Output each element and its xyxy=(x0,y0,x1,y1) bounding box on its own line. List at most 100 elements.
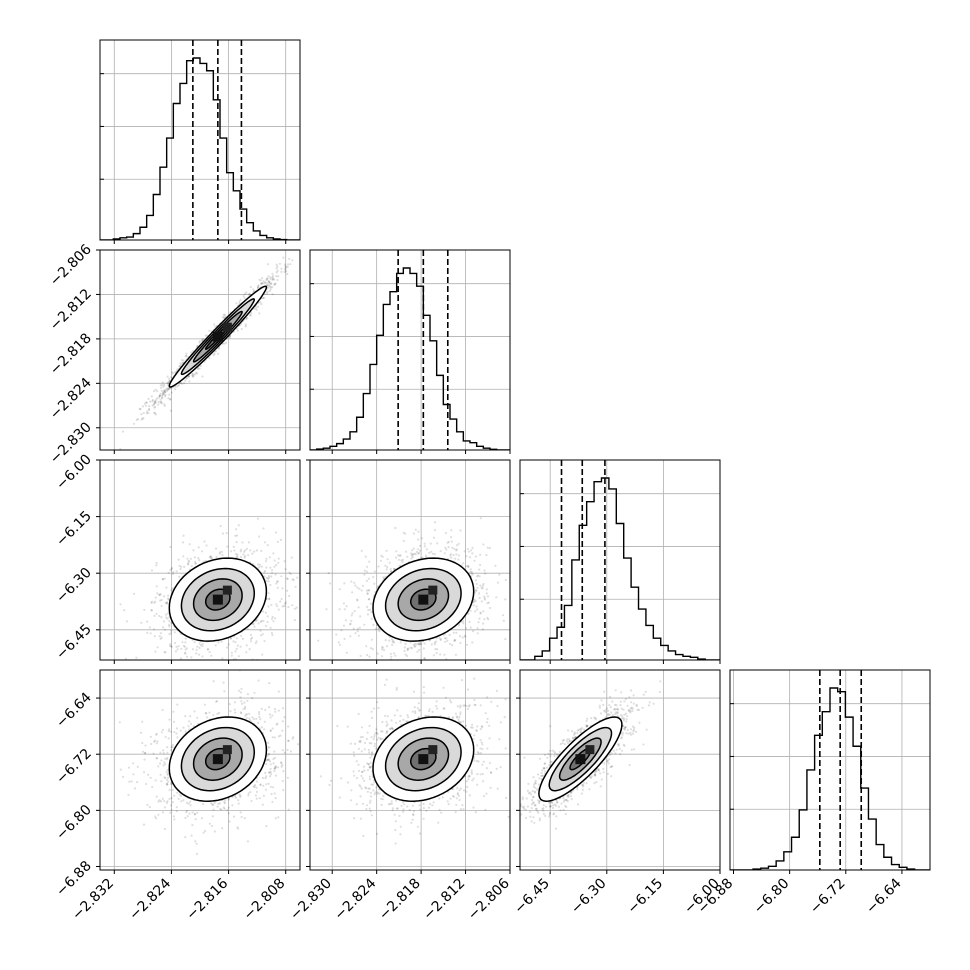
scatter-point xyxy=(265,278,268,281)
scatter-point xyxy=(271,736,274,739)
scatter-point xyxy=(435,640,438,643)
scatter-point xyxy=(265,576,268,580)
scatter-point xyxy=(164,763,167,766)
scatter-point xyxy=(165,601,168,604)
scatter-point xyxy=(154,815,157,818)
scatter-point xyxy=(416,650,419,653)
scatter-point xyxy=(239,550,242,553)
scatter-point xyxy=(327,572,330,575)
scatter-point xyxy=(246,713,249,716)
scatter-point xyxy=(275,271,278,274)
scatter-point xyxy=(277,709,280,712)
scatter-point xyxy=(476,627,479,630)
scatter-point xyxy=(166,778,169,781)
scatter-point xyxy=(261,653,264,656)
scatter-point xyxy=(220,640,223,643)
scatter-point xyxy=(478,596,481,600)
scatter-point xyxy=(445,637,448,640)
scatter-point xyxy=(390,638,393,641)
scatter-point xyxy=(267,605,270,608)
scatter-point xyxy=(218,552,221,555)
scatter-point xyxy=(160,389,164,392)
scatter-point xyxy=(153,390,156,393)
scatter-point xyxy=(476,608,479,611)
scatter-point xyxy=(186,557,189,560)
scatter-point xyxy=(232,545,235,549)
scatter-point xyxy=(166,773,169,776)
scatter-point xyxy=(274,797,277,800)
scatter-point xyxy=(304,586,306,588)
scatter-point xyxy=(248,648,251,651)
scatter-point xyxy=(153,412,156,415)
scatter-point xyxy=(465,555,468,558)
scatter-point xyxy=(267,577,270,580)
scatter-point xyxy=(450,529,453,532)
scatter-point xyxy=(270,575,273,578)
scatter-point xyxy=(150,609,153,612)
scatter-point xyxy=(163,389,166,392)
scatter-point xyxy=(240,712,243,715)
scatter-point xyxy=(164,735,167,739)
scatter-point xyxy=(220,550,224,553)
scatter-point xyxy=(175,806,178,809)
scatter-point xyxy=(459,641,462,645)
scatter-point xyxy=(482,582,485,586)
scatter-point xyxy=(409,646,412,649)
scatter-point xyxy=(187,375,190,378)
scatter-point xyxy=(417,642,420,645)
scatter-point xyxy=(390,655,393,658)
scatter-point xyxy=(227,643,230,646)
scatter-point xyxy=(163,828,166,831)
scatter-point xyxy=(360,549,363,553)
scatter-point xyxy=(161,578,164,581)
scatter-point xyxy=(412,553,415,556)
scatter-point xyxy=(166,602,169,605)
scatter-point xyxy=(256,286,260,289)
scatter-point xyxy=(225,646,229,649)
scatter-point xyxy=(356,630,359,633)
scatter-point xyxy=(179,362,182,365)
scatter-point xyxy=(470,572,473,575)
scatter-point xyxy=(177,645,180,648)
scatter-point xyxy=(169,730,172,733)
scatter-point xyxy=(386,558,389,561)
scatter-point xyxy=(394,654,397,657)
scatter-point xyxy=(162,626,165,629)
scatter-point xyxy=(429,542,432,545)
scatter-point xyxy=(345,651,348,654)
scatter-point xyxy=(288,257,291,260)
scatter-point xyxy=(498,573,501,576)
scatter-point xyxy=(280,270,283,273)
scatter-point xyxy=(166,612,170,615)
scatter-point xyxy=(161,391,164,394)
scatter-point xyxy=(159,401,162,404)
scatter-point xyxy=(484,572,487,575)
scatter-point xyxy=(180,565,183,568)
scatter-point xyxy=(405,550,408,553)
scatter-point xyxy=(179,794,182,798)
scatter-point xyxy=(387,663,389,665)
scatter-point xyxy=(473,591,477,594)
scatter-point xyxy=(203,703,206,706)
scatter-point xyxy=(145,412,148,415)
scatter-point xyxy=(157,813,160,816)
scatter-point xyxy=(433,529,437,532)
scatter-point xyxy=(237,524,240,527)
scatter-point xyxy=(264,560,268,563)
scatter-point xyxy=(267,279,270,282)
scatter-point xyxy=(168,625,171,628)
scatter-point xyxy=(269,288,272,291)
scatter-point xyxy=(164,602,167,605)
scatter-point xyxy=(272,552,275,555)
scatter-point xyxy=(403,646,406,649)
scatter-point xyxy=(352,627,355,630)
scatter-point xyxy=(286,748,289,752)
scatter-point xyxy=(254,620,257,623)
scatter-point xyxy=(201,338,204,341)
scatter-point xyxy=(502,619,505,622)
scatter-point xyxy=(230,654,233,657)
scatter-point xyxy=(190,351,193,354)
scatter-point xyxy=(486,602,489,605)
scatter-point xyxy=(275,275,278,278)
